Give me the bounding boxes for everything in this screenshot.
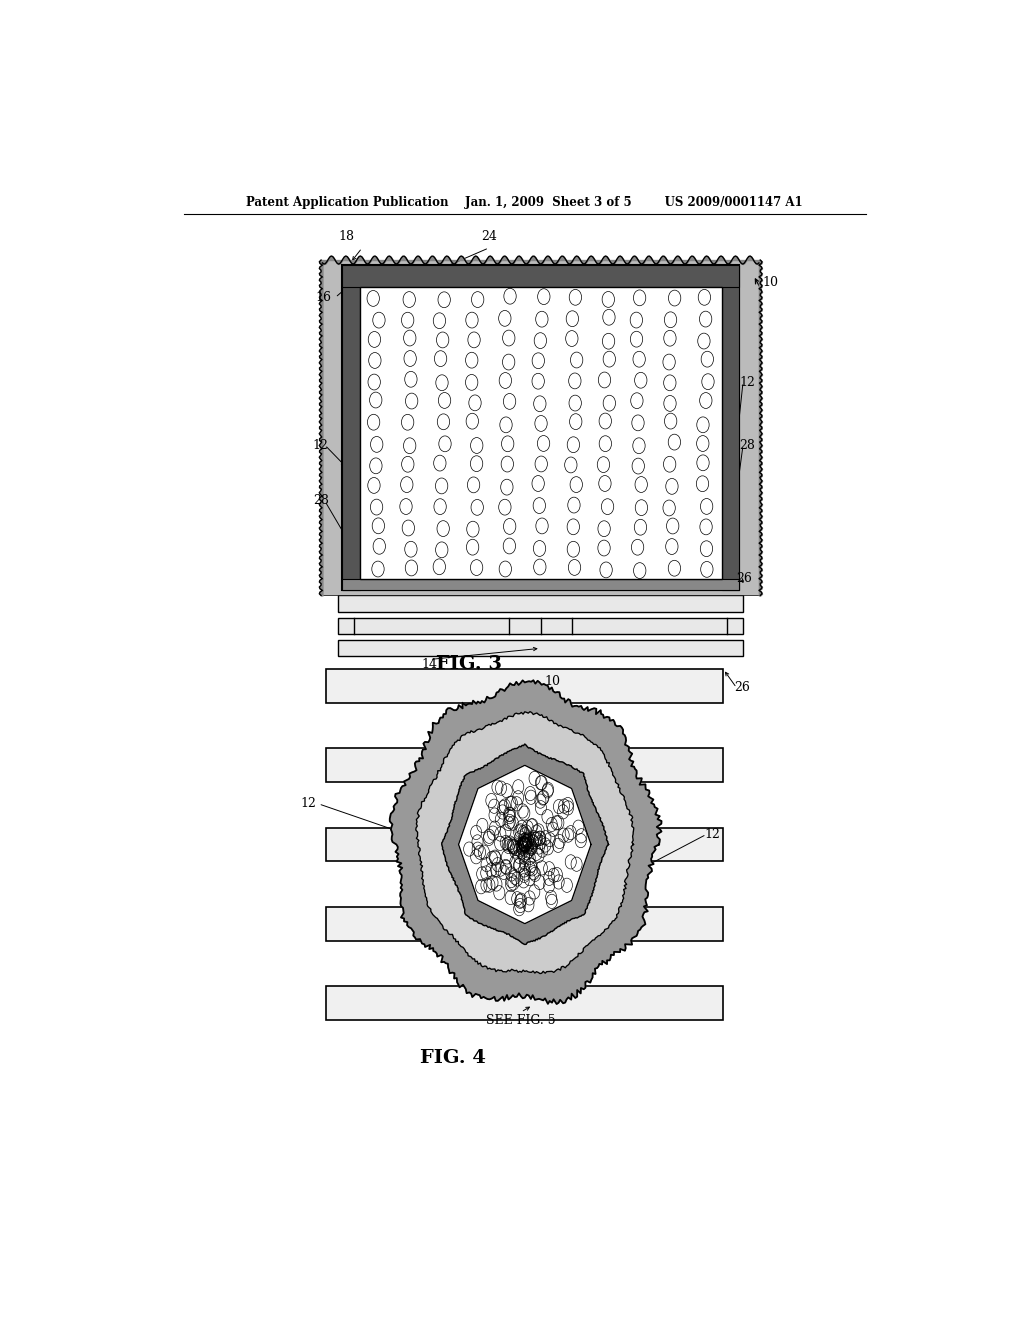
Text: 24: 24: [481, 230, 497, 243]
Bar: [338, 640, 743, 656]
Polygon shape: [441, 744, 608, 944]
Bar: [342, 265, 739, 288]
Bar: [359, 288, 722, 579]
Text: 12: 12: [705, 828, 720, 841]
Bar: [338, 595, 743, 611]
Bar: [327, 748, 723, 781]
Polygon shape: [459, 766, 591, 924]
Text: 28: 28: [313, 495, 329, 507]
Bar: [327, 907, 723, 941]
Text: FIG. 3: FIG. 3: [436, 655, 502, 673]
Bar: [327, 828, 723, 861]
Bar: [327, 669, 723, 702]
Text: 12: 12: [300, 797, 316, 810]
Polygon shape: [390, 680, 662, 1005]
Text: Patent Application Publication    Jan. 1, 2009  Sheet 3 of 5        US 2009/0001: Patent Application Publication Jan. 1, 2…: [247, 195, 803, 209]
Text: FIG. 4: FIG. 4: [421, 1049, 486, 1067]
Text: 16: 16: [315, 292, 331, 304]
Text: 26: 26: [734, 681, 751, 694]
Text: 12: 12: [313, 438, 329, 451]
Text: 14: 14: [422, 659, 437, 671]
Text: 10: 10: [545, 675, 560, 688]
Text: SEE FIG. 5: SEE FIG. 5: [486, 1014, 556, 1027]
Text: 12: 12: [739, 375, 755, 388]
Bar: [338, 618, 743, 634]
Bar: [342, 579, 739, 590]
Bar: [327, 986, 723, 1020]
Text: 18: 18: [338, 230, 354, 243]
Bar: [722, 265, 739, 590]
Text: 10: 10: [763, 276, 779, 289]
Bar: [323, 260, 759, 595]
Bar: [342, 265, 359, 590]
Bar: [342, 265, 739, 590]
Polygon shape: [416, 711, 634, 974]
Text: 28: 28: [739, 438, 755, 451]
Text: 26: 26: [736, 572, 752, 585]
